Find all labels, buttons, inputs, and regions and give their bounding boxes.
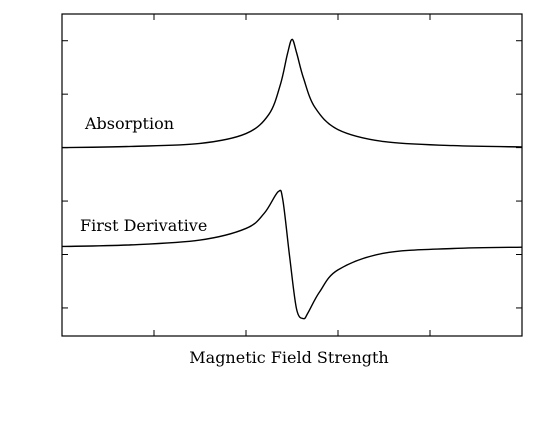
plot-frame xyxy=(61,13,523,337)
series-first-derivative-line xyxy=(61,189,523,320)
absorption-series-label: Absorption xyxy=(84,114,174,133)
x-axis-label: Magnetic Field Strength xyxy=(189,348,388,367)
series-absorption-line xyxy=(61,38,523,149)
first-derivative-series-label: First Derivative xyxy=(80,216,207,235)
axis-ticks xyxy=(62,14,522,336)
